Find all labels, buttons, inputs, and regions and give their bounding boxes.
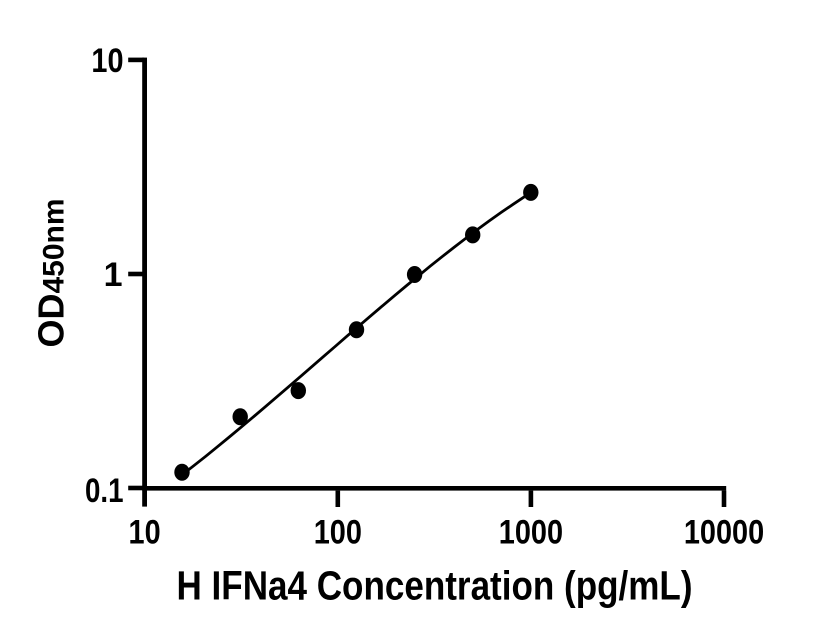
svg-text:1000: 1000 xyxy=(499,514,563,552)
svg-text:0.1: 0.1 xyxy=(85,472,124,510)
svg-text:100: 100 xyxy=(314,514,362,552)
svg-text:10000: 10000 xyxy=(684,514,764,552)
svg-text:OD450nm: OD450nm xyxy=(31,198,72,347)
svg-text:10: 10 xyxy=(129,514,161,552)
svg-text:10: 10 xyxy=(91,42,123,80)
svg-text:1: 1 xyxy=(104,256,123,294)
svg-text:H IFNa4 Concentration (pg/mL): H IFNa4 Concentration (pg/mL) xyxy=(177,563,693,609)
